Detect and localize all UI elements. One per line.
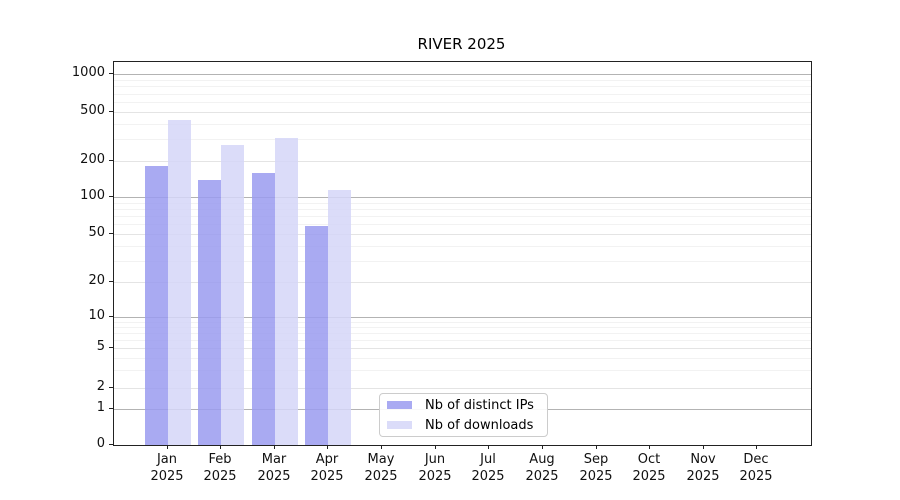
x-tick-mark-apr bbox=[327, 445, 328, 449]
x-tick-mark-oct bbox=[649, 445, 650, 449]
y-tick-mark-5 bbox=[109, 347, 113, 348]
x-tick-mark-jan bbox=[167, 445, 168, 449]
gridline-minor-6 bbox=[114, 340, 811, 341]
bar-downloads-feb bbox=[221, 145, 244, 445]
y-tick-label-100: 100 bbox=[80, 188, 105, 203]
legend-swatch-distinct-ips bbox=[387, 401, 412, 409]
y-tick-label-50: 50 bbox=[88, 225, 105, 240]
gridline-minor-7 bbox=[114, 333, 811, 334]
y-tick-mark-100 bbox=[109, 196, 113, 197]
x-tick-label-feb: Feb 2025 bbox=[203, 452, 237, 484]
bar-downloads-apr bbox=[328, 190, 351, 445]
y-tick-mark-0 bbox=[109, 444, 113, 445]
legend-label-distinct-ips: Nb of distinct IPs bbox=[425, 397, 534, 413]
gridline-minor-900 bbox=[114, 80, 811, 81]
y-tick-mark-20 bbox=[109, 281, 113, 282]
y-tick-mark-500 bbox=[109, 111, 113, 112]
y-tick-label-200: 200 bbox=[80, 152, 105, 167]
y-tick-label-20: 20 bbox=[88, 273, 105, 288]
x-tick-mark-feb bbox=[220, 445, 221, 449]
x-tick-label-jun: Jun 2025 bbox=[418, 452, 452, 484]
x-tick-label-may: May 2025 bbox=[364, 452, 398, 484]
gridline-labeled-20 bbox=[114, 282, 811, 283]
x-tick-label-aug: Aug 2025 bbox=[525, 452, 559, 484]
x-tick-mark-sep bbox=[596, 445, 597, 449]
y-tick-mark-50 bbox=[109, 233, 113, 234]
y-tick-label-0: 0 bbox=[96, 436, 105, 451]
legend-swatch-downloads bbox=[387, 421, 412, 429]
x-tick-label-mar: Mar 2025 bbox=[257, 452, 291, 484]
legend-entry-downloads: Nb of downloads bbox=[380, 415, 547, 435]
plot-area: Nb of distinct IPs Nb of downloads bbox=[113, 61, 812, 446]
bar-distinct-ips-feb bbox=[198, 180, 221, 445]
legend-entry-distinct-ips: Nb of distinct IPs bbox=[380, 395, 547, 415]
gridline-minor-60 bbox=[114, 224, 811, 225]
gridline-minor-700 bbox=[114, 94, 811, 95]
x-tick-label-dec: Dec 2025 bbox=[739, 452, 773, 484]
chart-title: RIVER 2025 bbox=[417, 35, 506, 53]
y-tick-label-1000: 1000 bbox=[71, 65, 105, 80]
gridline-minor-3 bbox=[114, 370, 811, 371]
bar-distinct-ips-mar bbox=[252, 173, 275, 445]
x-tick-mark-jun bbox=[435, 445, 436, 449]
x-tick-mark-jul bbox=[488, 445, 489, 449]
gridline-labeled-50 bbox=[114, 234, 811, 235]
y-tick-label-500: 500 bbox=[80, 103, 105, 118]
gridline-minor-400 bbox=[114, 124, 811, 125]
x-tick-mark-may bbox=[381, 445, 382, 449]
legend-label-downloads: Nb of downloads bbox=[425, 417, 534, 433]
gridline-minor-300 bbox=[114, 139, 811, 140]
x-tick-label-sep: Sep 2025 bbox=[579, 452, 613, 484]
gridline-major-1000 bbox=[114, 74, 811, 75]
gridline-minor-70 bbox=[114, 216, 811, 217]
bar-downloads-mar bbox=[275, 138, 298, 445]
gridline-minor-80 bbox=[114, 209, 811, 210]
y-tick-label-5: 5 bbox=[96, 339, 105, 354]
y-tick-mark-10 bbox=[109, 316, 113, 317]
gridline-major-100 bbox=[114, 197, 811, 198]
x-tick-mark-nov bbox=[703, 445, 704, 449]
bar-distinct-ips-jan bbox=[145, 166, 168, 445]
gridline-minor-800 bbox=[114, 86, 811, 87]
x-tick-label-jan: Jan 2025 bbox=[150, 452, 184, 484]
x-tick-label-jul: Jul 2025 bbox=[471, 452, 505, 484]
gridline-labeled-500 bbox=[114, 112, 811, 113]
y-tick-label-10: 10 bbox=[88, 308, 105, 323]
gridline-minor-600 bbox=[114, 102, 811, 103]
gridline-minor-8 bbox=[114, 327, 811, 328]
x-tick-mark-mar bbox=[274, 445, 275, 449]
y-tick-label-2: 2 bbox=[96, 379, 105, 394]
gridline-major-10 bbox=[114, 317, 811, 318]
y-tick-mark-200 bbox=[109, 160, 113, 161]
bar-downloads-jan bbox=[168, 120, 191, 445]
x-tick-mark-dec bbox=[756, 445, 757, 449]
y-tick-mark-1 bbox=[109, 408, 113, 409]
x-tick-mark-aug bbox=[542, 445, 543, 449]
gridline-minor-40 bbox=[114, 246, 811, 247]
gridline-minor-90 bbox=[114, 203, 811, 204]
gridline-labeled-200 bbox=[114, 161, 811, 162]
legend: Nb of distinct IPs Nb of downloads bbox=[379, 393, 548, 437]
bar-distinct-ips-apr bbox=[305, 226, 328, 445]
y-tick-label-1: 1 bbox=[96, 400, 105, 415]
x-tick-label-oct: Oct 2025 bbox=[632, 452, 666, 484]
x-tick-label-nov: Nov 2025 bbox=[686, 452, 720, 484]
gridline-labeled-5 bbox=[114, 348, 811, 349]
y-tick-mark-2 bbox=[109, 387, 113, 388]
y-tick-mark-1000 bbox=[109, 73, 113, 74]
gridline-minor-9 bbox=[114, 322, 811, 323]
gridline-minor-4 bbox=[114, 358, 811, 359]
x-tick-label-apr: Apr 2025 bbox=[310, 452, 344, 484]
gridline-minor-30 bbox=[114, 261, 811, 262]
gridline-labeled-2 bbox=[114, 388, 811, 389]
